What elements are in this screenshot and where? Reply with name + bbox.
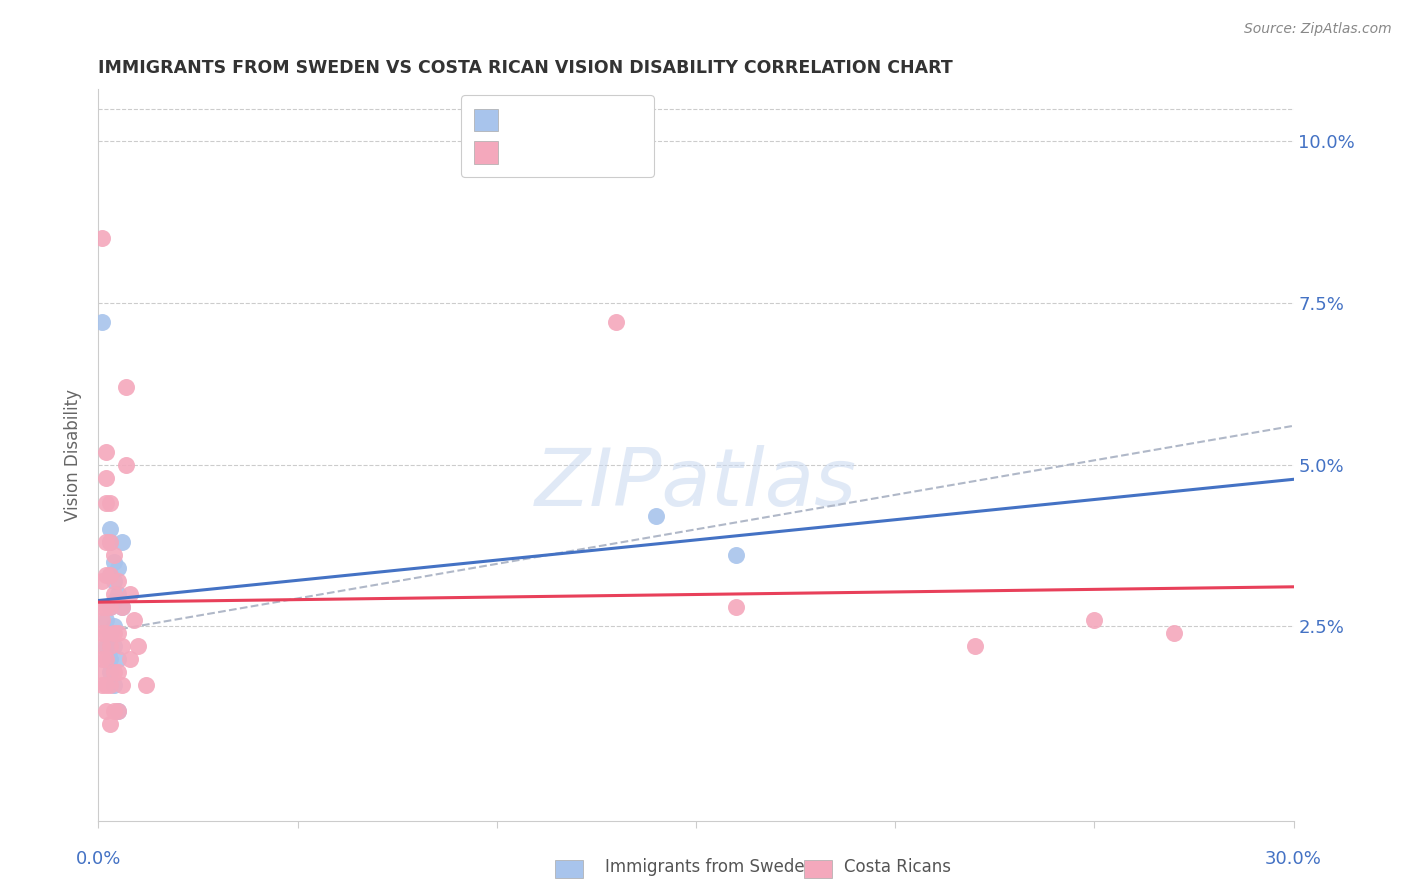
Point	[107, 665, 129, 679]
Point	[96, 613, 118, 627]
Point	[98, 600, 122, 615]
Point	[96, 567, 118, 582]
Point	[91, 639, 114, 653]
Point	[103, 574, 125, 589]
Point	[103, 587, 125, 601]
Point	[645, 509, 668, 524]
Point	[605, 315, 627, 329]
Point	[96, 652, 118, 666]
Text: N =: N =	[576, 103, 626, 123]
Point	[98, 600, 122, 615]
Point	[111, 535, 134, 549]
Point	[111, 639, 134, 653]
Point	[98, 535, 122, 549]
Point	[98, 567, 122, 582]
Point	[124, 613, 146, 627]
Point	[103, 548, 125, 562]
Y-axis label: Vision Disability: Vision Disability	[63, 389, 82, 521]
Point	[91, 600, 114, 615]
Point	[91, 574, 114, 589]
Point	[98, 639, 122, 653]
Point	[107, 574, 129, 589]
Point	[103, 593, 125, 607]
Legend: placeholder1, placeholder2: placeholder1, placeholder2	[461, 95, 654, 178]
Point	[127, 639, 149, 653]
Point	[111, 600, 134, 615]
Point	[91, 626, 114, 640]
Point	[115, 458, 138, 472]
Point	[107, 561, 129, 575]
Text: Costa Ricans: Costa Ricans	[844, 858, 950, 876]
Text: 0.256: 0.256	[517, 103, 578, 123]
Point	[96, 626, 118, 640]
Point	[103, 626, 125, 640]
Point	[91, 613, 114, 627]
Point	[98, 665, 122, 679]
Point	[98, 522, 122, 536]
Text: Source: ZipAtlas.com: Source: ZipAtlas.com	[1244, 22, 1392, 37]
Text: IMMIGRANTS FROM SWEDEN VS COSTA RICAN VISION DISABILITY CORRELATION CHART: IMMIGRANTS FROM SWEDEN VS COSTA RICAN VI…	[98, 59, 953, 77]
Text: 0.0%: 0.0%	[76, 850, 121, 868]
Point	[96, 600, 118, 615]
Text: 30.0%: 30.0%	[1265, 850, 1322, 868]
Point	[96, 496, 118, 510]
Point	[91, 231, 114, 245]
Point	[107, 587, 129, 601]
Point	[96, 639, 118, 653]
Text: R =: R =	[475, 103, 517, 123]
Point	[107, 704, 129, 718]
Point	[107, 626, 129, 640]
Text: N =: N =	[576, 133, 626, 153]
Point	[96, 535, 118, 549]
Point	[103, 639, 125, 653]
Point	[115, 380, 138, 394]
Point	[96, 470, 118, 484]
Text: 50: 50	[628, 133, 655, 153]
Point	[103, 555, 125, 569]
Point	[98, 626, 122, 640]
Point	[111, 678, 134, 692]
Point	[1083, 613, 1105, 627]
Point	[96, 444, 118, 458]
Point	[107, 704, 129, 718]
Point	[103, 665, 125, 679]
Point	[98, 567, 122, 582]
Point	[103, 704, 125, 718]
Point	[103, 678, 125, 692]
Text: ZIPatlas: ZIPatlas	[534, 445, 858, 524]
Point	[98, 716, 122, 731]
Point	[724, 548, 747, 562]
Point	[91, 678, 114, 692]
Point	[96, 704, 118, 718]
Point	[98, 678, 122, 692]
Point	[91, 665, 114, 679]
Point	[135, 678, 157, 692]
Point	[98, 535, 122, 549]
Point	[103, 619, 125, 633]
Point	[120, 652, 142, 666]
Point	[963, 639, 986, 653]
Point	[1163, 626, 1185, 640]
Point	[96, 678, 118, 692]
Point	[120, 587, 142, 601]
Text: 0.040: 0.040	[517, 133, 578, 153]
Point	[91, 315, 114, 329]
Point	[98, 496, 122, 510]
Point	[111, 600, 134, 615]
Point	[724, 600, 747, 615]
Text: 24: 24	[628, 103, 655, 123]
Point	[107, 652, 129, 666]
Point	[98, 652, 122, 666]
Text: Immigrants from Sweden: Immigrants from Sweden	[605, 858, 814, 876]
Text: R =: R =	[475, 133, 517, 153]
Point	[91, 652, 114, 666]
